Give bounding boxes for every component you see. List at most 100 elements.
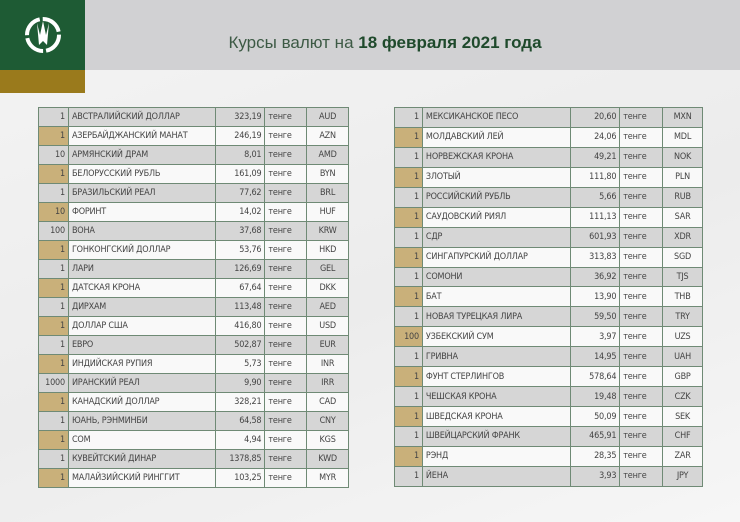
- unit-cell: тенге: [619, 326, 664, 348]
- table-row: 1 ЛАРИ 126,69 тенге GEL: [38, 259, 349, 279]
- currency-name-cell: ГРИВНА: [421, 346, 572, 368]
- rate-cell: 50,09: [570, 406, 621, 427]
- currency-name-cell: АВСТРАЛИЙСКИЙ ДОЛЛАР: [67, 107, 216, 127]
- unit-cell: тенге: [264, 278, 308, 298]
- currency-name-cell: МОЛДАВСКИЙ ЛЕЙ: [421, 126, 572, 148]
- unit-cell: тенге: [619, 226, 664, 248]
- nominal-cell: 1: [394, 346, 423, 368]
- currency-code-cell: BRL: [306, 183, 349, 203]
- nominal-cell: 1: [394, 186, 423, 208]
- currency-code-cell: KWD: [306, 449, 349, 469]
- nominal-cell: 1: [394, 306, 423, 328]
- table-row: 1 ЙЕНА 3,93 тенге JPY: [394, 465, 703, 487]
- unit-cell: тенге: [619, 366, 664, 388]
- rate-cell: 465,91: [570, 426, 621, 447]
- table-row: 1 НОВАЯ ТУРЕЦКАЯ ЛИРА 59,50 тенге TRY: [394, 306, 703, 328]
- currency-code-cell: MYR: [306, 468, 349, 488]
- rate-cell: 502,87: [214, 335, 266, 355]
- table-row: 1 СДР 601,93 тенге XDR: [394, 226, 703, 248]
- unit-cell: тенге: [619, 306, 664, 328]
- currency-code-cell: KGS: [306, 430, 349, 450]
- unit-cell: тенге: [264, 430, 308, 450]
- nominal-cell: 1: [38, 240, 69, 260]
- table-row: 1 ЮАНЬ, РЭНМИНБИ 64,58 тенге CNY: [38, 411, 349, 431]
- rate-cell: 111,80: [570, 166, 621, 188]
- nominal-cell: 1: [38, 354, 69, 374]
- nominal-cell: 1: [38, 278, 69, 298]
- table-row: 1 РЭНД 28,35 тенге ZAR: [394, 445, 703, 467]
- table-row: 1 ЧЕШСКАЯ КРОНА 19,48 тенге CZK: [394, 386, 703, 408]
- table-row: 1 БАТ 13,90 тенге THB: [394, 286, 703, 308]
- rate-cell: 111,13: [570, 206, 621, 228]
- currency-code-cell: PLN: [662, 166, 703, 188]
- currency-code-cell: AED: [306, 297, 349, 317]
- table-row: 1 ФУНТ СТЕРЛИНГОВ 578,64 тенге GBP: [394, 366, 703, 388]
- table-row: 1 ДАТСКАЯ КРОНА 67,64 тенге DKK: [38, 278, 349, 298]
- unit-cell: тенге: [264, 145, 308, 165]
- currency-code-cell: IRR: [306, 373, 349, 393]
- nominal-cell: 1: [38, 411, 69, 431]
- table-row: 1 АЗЕРБАЙДЖАНСКИЙ МАНАТ 246,19 тенге AZN: [38, 126, 349, 146]
- rate-cell: 5,66: [570, 186, 621, 208]
- unit-cell: тенге: [264, 354, 308, 374]
- table-row: 1 ГОНКОНГСКИЙ ДОЛЛАР 53,76 тенге HKD: [38, 240, 349, 260]
- currency-name-cell: ЕВРО: [67, 335, 216, 355]
- rate-cell: 24,06: [570, 126, 621, 148]
- nominal-cell: 1: [38, 259, 69, 279]
- currency-name-cell: ДИРХАМ: [67, 297, 216, 317]
- nominal-cell: 1000: [38, 373, 69, 393]
- table-row: 1 БЕЛОРУССКИЙ РУБЛЬ 161,09 тенге BYN: [38, 164, 349, 184]
- nominal-cell: 1: [38, 449, 69, 469]
- nominal-cell: 1: [394, 226, 423, 248]
- rate-cell: 20,60: [570, 107, 621, 128]
- currency-code-cell: INR: [306, 354, 349, 374]
- currency-code-cell: TJS: [662, 266, 703, 288]
- currency-code-cell: ZAR: [662, 445, 703, 467]
- currency-code-cell: AZN: [306, 126, 349, 146]
- rate-cell: 59,50: [570, 306, 621, 328]
- currency-name-cell: СИНГАПУРСКИЙ ДОЛЛАР: [421, 246, 572, 268]
- currency-code-cell: CZK: [662, 386, 703, 408]
- currency-code-cell: MXN: [662, 107, 703, 128]
- nominal-cell: 1: [38, 107, 69, 127]
- unit-cell: тенге: [264, 449, 308, 469]
- nominal-cell: 100: [394, 326, 423, 348]
- table-row: 1 ЕВРО 502,87 тенге EUR: [38, 335, 349, 355]
- rate-cell: 126,69: [214, 259, 266, 279]
- currency-code-cell: AUD: [306, 107, 349, 127]
- table-row: 1 ГРИВНА 14,95 тенге UAH: [394, 346, 703, 368]
- currency-name-cell: БРАЗИЛЬСКИЙ РЕАЛ: [67, 183, 216, 203]
- table-row: 1 МАЛАЙЗИЙСКИЙ РИНГГИТ 103,25 тенге MYR: [38, 468, 349, 488]
- currency-name-cell: МЕКСИКАНСКОЕ ПЕСО: [421, 107, 572, 128]
- currency-name-cell: ШВЕДСКАЯ КРОНА: [421, 406, 572, 427]
- nominal-cell: 1: [394, 107, 423, 128]
- currency-name-cell: АЗЕРБАЙДЖАНСКИЙ МАНАТ: [67, 126, 216, 146]
- unit-cell: тенге: [264, 221, 308, 241]
- unit-cell: тенге: [619, 286, 664, 308]
- currency-code-cell: BYN: [306, 164, 349, 184]
- currency-code-cell: CNY: [306, 411, 349, 431]
- currency-code-cell: SGD: [662, 246, 703, 268]
- currency-name-cell: САУДОВСКИЙ РИЯЛ: [421, 206, 572, 228]
- currency-name-cell: БАТ: [421, 286, 572, 308]
- nominal-cell: 1: [394, 266, 423, 288]
- gold-accent-bar: [0, 70, 85, 93]
- currency-name-cell: ВОНА: [67, 221, 216, 241]
- rate-cell: 578,64: [570, 366, 621, 388]
- currency-name-cell: ДОЛЛАР США: [67, 316, 216, 336]
- table-row: 1000 ИРАНСКИЙ РЕАЛ 9,90 тенге IRR: [38, 373, 349, 393]
- unit-cell: тенге: [619, 206, 664, 228]
- title-prefix: Курсы валют на: [228, 33, 359, 52]
- unit-cell: тенге: [619, 426, 664, 447]
- currency-name-cell: ФОРИНТ: [67, 202, 216, 222]
- table-row: 1 ДИРХАМ 113,48 тенге AED: [38, 297, 349, 317]
- unit-cell: тенге: [264, 297, 308, 317]
- currency-name-cell: ЛАРИ: [67, 259, 216, 279]
- currency-name-cell: ЮАНЬ, РЭНМИНБИ: [67, 411, 216, 431]
- nominal-cell: 1: [394, 426, 423, 447]
- rate-cell: 416,80: [214, 316, 266, 336]
- currency-code-cell: EUR: [306, 335, 349, 355]
- table-row: 1 СОМ 4,94 тенге KGS: [38, 430, 349, 450]
- unit-cell: тенге: [619, 186, 664, 208]
- table-row: 1 КАНАДСКИЙ ДОЛЛАР 328,21 тенге CAD: [38, 392, 349, 412]
